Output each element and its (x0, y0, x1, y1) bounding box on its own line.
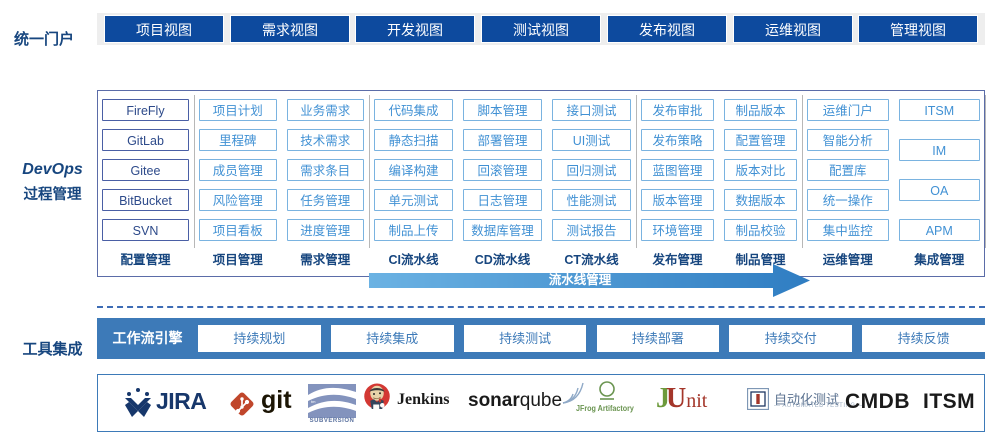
svg-text:tm: tm (311, 399, 316, 404)
